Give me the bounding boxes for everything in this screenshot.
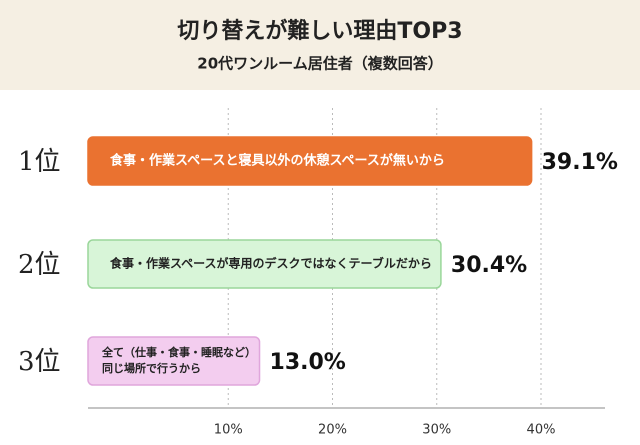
x-tick-label: 10% — [214, 423, 243, 438]
bar-label: 全て（仕事・食事・睡眠など） — [101, 345, 256, 359]
bar — [87, 239, 442, 289]
value-label: 39.1% — [542, 150, 618, 175]
bar — [87, 136, 533, 186]
rank-label: 1位 — [18, 147, 61, 177]
x-tick-label: 40% — [527, 423, 556, 438]
chart-title: 切り替えが難しい理由TOP3 — [177, 18, 462, 44]
bar-label: 食事・作業スペースと寝具以外の休憩スペースが無いから — [110, 153, 445, 169]
bar-label: 食事・作業スペースが専用のデスクではなくテーブルだから — [109, 256, 432, 271]
header-band — [0, 0, 640, 90]
rank-label: 2位 — [18, 250, 61, 280]
x-tick-label: 30% — [422, 423, 451, 438]
value-label: 30.4% — [451, 253, 527, 278]
chart-subtitle: 20代ワンルーム居住者（複数回答） — [197, 55, 442, 73]
bar-label: 同じ場所で行うから — [102, 361, 201, 375]
bar — [87, 336, 261, 386]
rank-label: 3位 — [18, 347, 61, 377]
value-label: 13.0% — [270, 350, 346, 375]
x-tick-label: 20% — [318, 423, 347, 438]
